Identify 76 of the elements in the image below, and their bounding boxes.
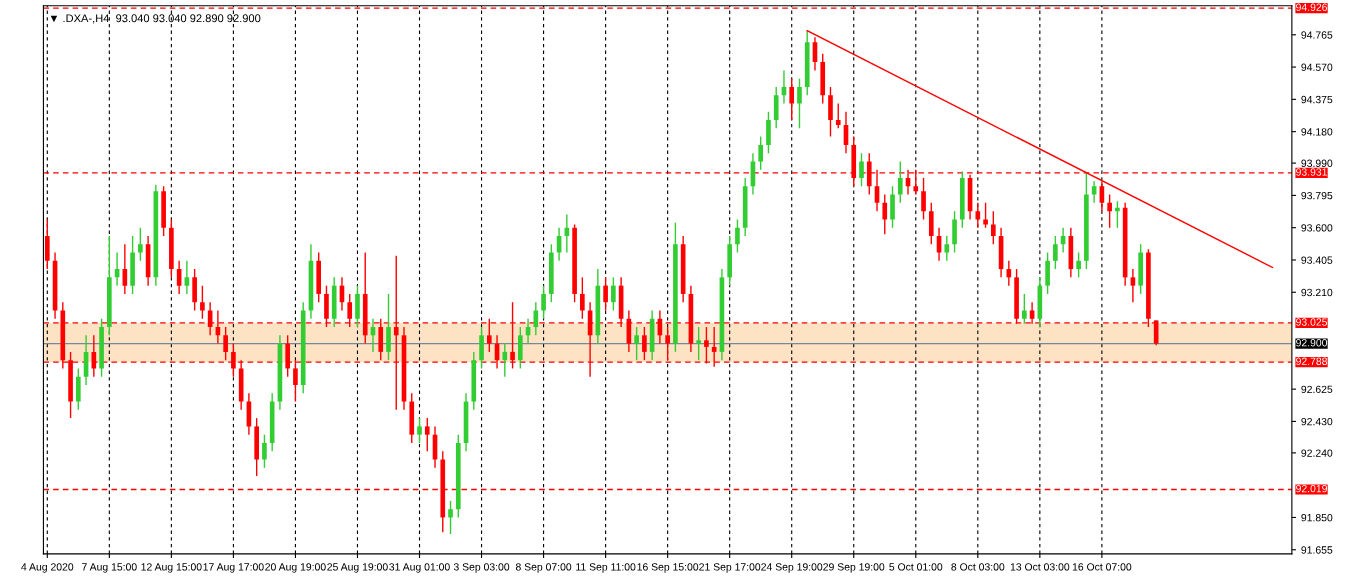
x-tick-label: 8 Oct 03:00 [951, 563, 1005, 571]
x-tick-label: 3 Sep 03:00 [453, 563, 510, 573]
x-tick-label: 17 Aug 17:00 [203, 563, 264, 573]
candlestick [1115, 200, 1120, 229]
y-tick-label: 94.375 [1301, 95, 1333, 104]
candlestick [1107, 193, 1112, 229]
candlestick [921, 177, 926, 221]
y-tick-label: 93.990 [1301, 159, 1333, 167]
candlestick [611, 276, 616, 312]
y-tick-label: 92.430 [1301, 417, 1333, 426]
candlestick [975, 202, 981, 229]
x-tick-label: 24 Sep 19:00 [761, 563, 823, 573]
y-tick-label: 92.240 [1301, 449, 1333, 457]
y-tick-label: 93.795 [1301, 191, 1333, 200]
y-tick-label: 93.210 [1301, 288, 1333, 297]
candlestick [417, 417, 422, 444]
candlestick [541, 284, 546, 320]
x-tick-label: 21 Sep 17:00 [699, 563, 761, 573]
x-tick-label: 16 Oct 07:00 [1072, 563, 1132, 571]
candlestick [944, 235, 950, 262]
y-tick-label: 94.180 [1301, 128, 1333, 136]
candlestick [533, 301, 539, 337]
candlestick [1076, 251, 1081, 279]
candlestick [634, 326, 639, 361]
candlestick [184, 260, 190, 295]
candlestick [580, 276, 585, 320]
y-tick-label: 91.850 [1301, 513, 1333, 522]
y-tick-label: 93.405 [1301, 256, 1333, 264]
candlestick [1130, 268, 1136, 303]
x-tick-label: 20 Aug 19:00 [265, 563, 326, 573]
y-tick-label: 92.625 [1301, 385, 1333, 394]
text: ▼ .DXA-,H4 93.040 93.040 92.890 92.900 [50, 14, 261, 24]
candlestick [138, 226, 143, 262]
candlestick [502, 342, 508, 378]
candlestick [603, 276, 608, 312]
candlestick [789, 77, 795, 121]
candlestick [223, 326, 228, 361]
x-tick-label: 4 Aug 2020 [21, 563, 74, 573]
candlestick [642, 326, 647, 361]
y-tick-label: 94.765 [1301, 31, 1333, 39]
candlestick [835, 102, 841, 130]
candlestick [797, 77, 802, 130]
candlestick [696, 326, 701, 361]
candlestick [897, 160, 903, 204]
ref-line-label: 94.926 [1296, 3, 1328, 11]
candlestick [735, 218, 740, 254]
ref-line-label: 92.019 [1296, 484, 1327, 493]
x-tick-label: 5 Oct 01:00 [889, 563, 943, 571]
candlestick [424, 417, 430, 452]
y-tick-label: 93.600 [1301, 224, 1333, 232]
candlestick [983, 202, 988, 229]
candlestick [200, 284, 205, 320]
candlestick [448, 500, 453, 535]
candlestick [1091, 180, 1097, 204]
candlestick [758, 135, 764, 171]
ref-line-label: 92.900 [1296, 339, 1328, 347]
x-tick-label: 11 Sep 11:00 [576, 563, 636, 573]
x-tick-label: 29 Sep 19:00 [823, 563, 885, 573]
ref-line-label: 93.931 [1296, 168, 1327, 176]
candlestick [1053, 235, 1058, 270]
x-tick-label: 13 Oct 03:00 [1010, 563, 1070, 571]
candlestick [882, 193, 888, 236]
ref-line-label: 93.025 [1296, 318, 1328, 326]
y-tick-label: 94.570 [1301, 63, 1333, 71]
x-tick-label: 12 Aug 15:00 [141, 563, 202, 573]
ref-line-label: 92.788 [1296, 357, 1328, 365]
y-tick-label: 91.655 [1301, 546, 1333, 554]
x-tick-label: 8 Sep 07:00 [515, 563, 572, 573]
x-tick-label: 25 Aug 19:00 [327, 563, 388, 573]
x-tick-label: 31 Aug 01:00 [389, 563, 450, 573]
x-tick-label: 16 Sep 15:00 [637, 563, 699, 573]
candlestick [262, 433, 267, 469]
x-tick-label: 7 Aug 15:00 [82, 563, 137, 573]
candlestick [859, 152, 864, 187]
candlestick [1022, 293, 1027, 325]
candlestick [991, 210, 996, 245]
